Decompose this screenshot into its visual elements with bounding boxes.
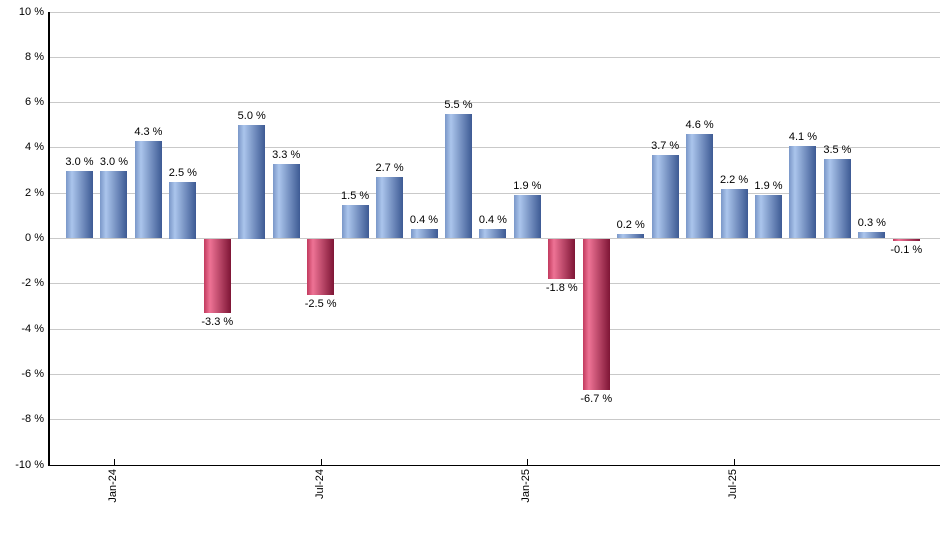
positive-bar xyxy=(479,229,507,239)
positive-bar xyxy=(272,163,300,239)
positive-bar xyxy=(169,181,197,239)
negative-bar xyxy=(203,238,231,314)
positive-bar xyxy=(858,231,886,239)
bar-value-label: 2.2 % xyxy=(719,173,749,186)
x-axis-tick-mark xyxy=(527,459,529,466)
positive-bar xyxy=(513,195,541,239)
positive-bar xyxy=(755,195,782,239)
y-axis-tick-label: 6 % xyxy=(25,96,44,109)
gridline xyxy=(48,192,940,194)
positive-bar xyxy=(686,134,714,239)
x-axis-tick-label: Jan-25 xyxy=(520,469,533,503)
positive-bar xyxy=(376,177,404,239)
y-axis-tick-label: 2 % xyxy=(25,186,44,199)
bar-value-label: 0.3 % xyxy=(857,216,886,229)
gridline xyxy=(48,147,940,149)
bar-value-label: -3.3 % xyxy=(201,316,234,329)
gridline xyxy=(48,419,940,421)
bar-value-label: -0.1 % xyxy=(890,243,923,256)
bar-value-label: 4.3 % xyxy=(134,126,163,139)
positive-bar xyxy=(789,145,817,239)
x-axis-tick-label: Jul-25 xyxy=(727,469,740,499)
bar-value-label: 0.4 % xyxy=(478,214,507,227)
bar-value-label: 2.7 % xyxy=(375,162,404,175)
positive-bar xyxy=(617,233,645,239)
bar-value-label: 5.0 % xyxy=(237,110,266,123)
bar-value-label: 1.5 % xyxy=(341,189,370,202)
x-axis xyxy=(48,465,940,466)
y-axis-tick-label: -8 % xyxy=(21,413,44,426)
negative-bar xyxy=(548,238,576,280)
bar-value-label: 3.0 % xyxy=(99,155,129,168)
y-axis xyxy=(48,12,50,465)
gridline xyxy=(48,328,940,330)
y-axis-tick-label: -6 % xyxy=(21,367,44,380)
y-axis-tick-label: -2 % xyxy=(21,277,44,290)
x-axis-tick-label: Jul-24 xyxy=(313,469,326,499)
positive-bar xyxy=(651,154,679,239)
bar-value-label: -6.7 % xyxy=(580,393,613,406)
bar-value-label: 1.9 % xyxy=(513,180,542,193)
positive-bar xyxy=(66,170,93,239)
positive-bar xyxy=(720,188,748,239)
negative-bar xyxy=(892,238,920,241)
gridline xyxy=(48,238,940,239)
positive-bar xyxy=(823,159,851,239)
positive-bar xyxy=(100,170,128,239)
y-axis-tick-label: 0 % xyxy=(25,232,44,244)
gridline xyxy=(48,11,940,13)
bar-value-label: 3.7 % xyxy=(651,139,680,152)
bar-value-label: 1.9 % xyxy=(754,180,783,193)
positive-bar xyxy=(134,141,162,239)
bar-value-label: 4.1 % xyxy=(788,130,818,143)
y-axis-tick-label: 8 % xyxy=(25,50,44,63)
bar-value-label: 4.6 % xyxy=(685,119,714,132)
bar-value-label: 5.5 % xyxy=(444,98,473,111)
positive-bar xyxy=(341,204,369,239)
gridline xyxy=(48,56,940,58)
bar-value-label: 3.3 % xyxy=(272,148,301,161)
y-axis-tick-label: -4 % xyxy=(21,322,44,335)
x-axis-tick-mark xyxy=(320,459,322,466)
gridline xyxy=(48,102,940,104)
bar-value-label: -2.5 % xyxy=(304,298,337,311)
x-axis-tick-mark xyxy=(113,459,115,466)
bar-value-label: 3.5 % xyxy=(823,144,852,157)
gridline xyxy=(48,283,940,285)
bar-value-label: -1.8 % xyxy=(545,282,578,295)
bar-value-label: 2.5 % xyxy=(168,166,197,179)
negative-bar xyxy=(307,238,335,296)
x-axis-tick-mark xyxy=(734,459,736,466)
y-axis-tick-label: 4 % xyxy=(25,141,44,154)
negative-bar xyxy=(582,238,610,391)
positive-bar xyxy=(410,229,438,239)
bar-value-label: 0.2 % xyxy=(616,218,645,231)
bar-value-label: 3.0 % xyxy=(65,155,94,168)
y-axis-tick-label: 10 % xyxy=(18,5,44,18)
gridline xyxy=(48,373,940,375)
y-axis-tick-label: -10 % xyxy=(15,458,44,471)
bar-value-label: 0.4 % xyxy=(409,214,439,227)
positive-bar xyxy=(238,125,266,239)
positive-bar xyxy=(444,113,472,239)
x-axis-tick-label: Jan-24 xyxy=(106,469,119,503)
